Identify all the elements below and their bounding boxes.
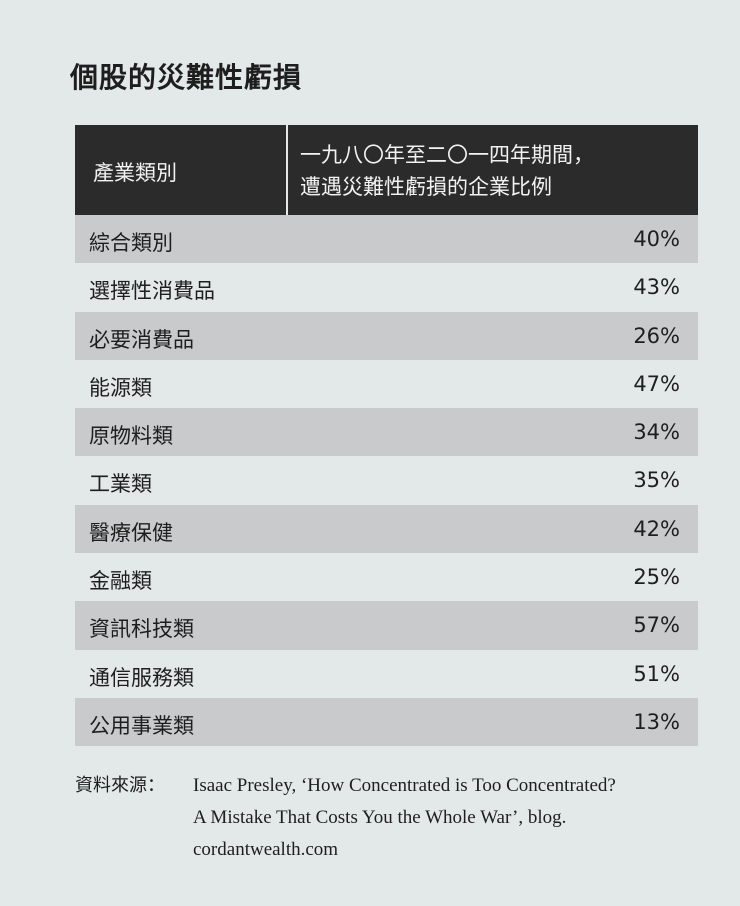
header-line: 一九八〇年至二〇一四年期間， [300,143,594,167]
title: 個股的災難性虧損 [70,61,303,94]
sector-share: 35% [633,468,680,493]
source-line: A Mistake That Costs You the Whole War’,… [193,807,567,828]
sector-share: 42% [633,516,680,541]
table-row: 選擇性消費品 43% [75,263,698,311]
table-row: 能源類 47% [75,360,698,408]
sector-name: 通信服務類 [89,665,194,690]
sector-share: 47% [633,371,680,396]
header-cell: 產業類別 [93,161,177,185]
source-line: cordantwealth.com [193,839,339,860]
divider [286,125,288,215]
sector-name: 必要消費品 [89,327,194,352]
sector-name: 原物料類 [89,424,173,449]
table-row: 工業類 35% [75,456,698,504]
table-row: 資訊科技類 57% [75,601,698,650]
sector-name: 工業類 [89,472,152,497]
sector-name: 選擇性消費品 [89,279,215,304]
sector-share: 43% [633,275,680,300]
sector-share: 25% [633,565,680,590]
source-text: Isaac Presley, ‘How Concentrated is Too … [193,770,616,866]
sector-name: 綜合類別 [89,231,173,255]
table-row: 必要消費品 26% [75,311,698,360]
table-row: 醫療保健 42% [75,504,698,554]
sector-share: 34% [633,420,680,445]
sector-name: 金融類 [89,569,152,594]
sector-name: 能源類 [89,375,152,400]
sector-name: 資訊科技類 [89,617,194,642]
table-row: 金融類 25% [75,553,698,601]
sector-name: 公用事業類 [89,713,194,738]
table-row: 公用事業類 13% [75,697,698,747]
table: 產業類別 一九八〇年至二〇一四年期間， 遭遇災難性虧損的企業比例 綜合類別 40%… [75,125,698,747]
sector-share: 57% [633,613,680,638]
table-body: 綜合類別 40% 選擇性消費品 43% 必要消費品 26% 能源類 47% 原物料類 34% 工業類… [75,215,698,747]
sector-share: 51% [633,661,680,686]
source-line: Isaac Presley, ‘How Concentrated is Too … [193,775,616,796]
table-row: 綜合類別 40% [75,215,698,264]
sector-share: 13% [633,709,680,734]
table-header: 產業類別 一九八〇年至二〇一四年期間， 遭遇災難性虧損的企業比例 [75,125,698,215]
table-row: 原物料類 34% [75,408,698,457]
header-cell: 一九八〇年至二〇一四年期間， 遭遇災難性虧損的企業比例 [300,139,594,203]
header-line: 遭遇災難性虧損的企業比例 [300,175,552,199]
table-row: 通信服務類 51% [75,650,698,698]
source-label: 資料來源： [75,775,165,796]
sector-share: 26% [633,323,680,348]
sector-name: 醫療保健 [89,520,173,545]
sector-share: 40% [633,227,680,251]
